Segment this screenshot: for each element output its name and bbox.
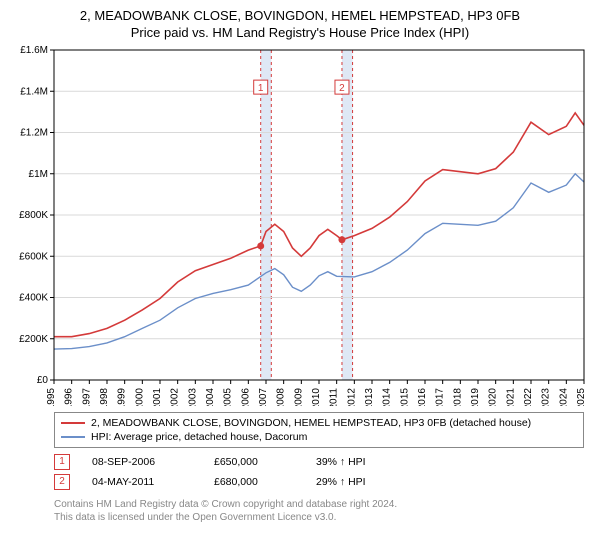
marker-badge-label: 2 (339, 83, 345, 94)
xtick-label: 2004 (205, 387, 216, 405)
legend: 2, MEADOWBANK CLOSE, BOVINGDON, HEMEL HE… (54, 412, 584, 448)
transaction-delta: 29% ↑ HPI (316, 476, 366, 488)
ytick-label: £1.2M (20, 127, 48, 138)
ytick-label: £0 (37, 375, 49, 386)
ytick-label: £400K (19, 292, 48, 303)
xtick-label: 2006 (240, 387, 251, 405)
xtick-label: 2001 (152, 387, 163, 405)
transaction-date: 08-SEP-2006 (92, 456, 192, 468)
xtick-label: 2009 (293, 387, 304, 405)
marker-badge-label: 1 (258, 83, 264, 94)
xtick-label: 2002 (170, 387, 181, 405)
chart-svg: £0 £200K £400K £600K £800K £1M £1.2M £1.4M £1.6M… (10, 46, 590, 406)
transaction-delta: 39% ↑ HPI (316, 456, 366, 468)
transactions-table: 1 08-SEP-2006 £650,000 39% ↑ HPI 2 04-MAY-201… (54, 452, 590, 492)
xtick-label: 2022 (523, 387, 534, 405)
xtick-label: 2018 (452, 387, 463, 405)
xtick-label: 2011 (329, 387, 340, 405)
xtick-label: 2013 (364, 387, 375, 405)
xtick-label: 2000 (134, 387, 145, 405)
xtick-label: 2016 (417, 387, 428, 405)
marker-dot (338, 236, 345, 243)
xtick-label: 2025 (576, 387, 587, 405)
xtick-label: 2020 (488, 387, 499, 405)
legend-swatch (61, 422, 85, 424)
attribution-line-2: This data is licensed under the Open Gov… (54, 511, 590, 524)
xtick-label: 2023 (541, 387, 552, 405)
ytick-label: £600K (19, 251, 48, 262)
xtick-label: 1999 (117, 387, 128, 405)
legend-item: 2, MEADOWBANK CLOSE, BOVINGDON, HEMEL HE… (61, 416, 577, 430)
attribution-line-1: Contains HM Land Registry data © Crown c… (54, 498, 590, 511)
transaction-row: 2 04-MAY-2011 £680,000 29% ↑ HPI (54, 472, 590, 492)
xtick-label: 2019 (470, 387, 481, 405)
xtick-label: 2012 (346, 387, 357, 405)
marker-dot (257, 242, 264, 249)
xtick-label: 2008 (276, 387, 287, 405)
transaction-badge: 1 (54, 454, 70, 470)
ytick-label: £1.4M (20, 86, 48, 97)
xtick-label: 2010 (311, 387, 322, 405)
transaction-row: 1 08-SEP-2006 £650,000 39% ↑ HPI (54, 452, 590, 472)
title-line-2: Price paid vs. HM Land Registry's House … (10, 25, 590, 42)
xtick-label: 2014 (382, 387, 393, 405)
transaction-date: 04-MAY-2011 (92, 476, 192, 488)
transaction-badge: 2 (54, 474, 70, 490)
title-line-1: 2, MEADOWBANK CLOSE, BOVINGDON, HEMEL HE… (10, 8, 590, 25)
ytick-label: £200K (19, 334, 48, 345)
legend-label: HPI: Average price, detached house, Daco… (91, 431, 307, 443)
transaction-price: £650,000 (214, 456, 294, 468)
legend-item: HPI: Average price, detached house, Daco… (61, 430, 577, 444)
xtick-label: 1998 (99, 387, 110, 405)
xtick-label: 2007 (258, 387, 269, 405)
legend-label: 2, MEADOWBANK CLOSE, BOVINGDON, HEMEL HE… (91, 417, 531, 429)
attribution: Contains HM Land Registry data © Crown c… (54, 498, 590, 524)
ytick-label: £1.6M (20, 46, 48, 56)
xtick-label: 1996 (64, 387, 75, 405)
price-chart: £0 £200K £400K £600K £800K £1M £1.2M £1.4M £1.6M… (10, 46, 590, 406)
xtick-label: 1997 (81, 387, 92, 405)
xtick-label: 2015 (399, 387, 410, 405)
xtick-label: 2003 (187, 387, 198, 405)
chart-title: 2, MEADOWBANK CLOSE, BOVINGDON, HEMEL HE… (10, 8, 590, 42)
xtick-label: 2021 (505, 387, 516, 405)
xtick-label: 2024 (558, 387, 569, 405)
xtick-label: 2005 (223, 387, 234, 405)
xtick-label: 2017 (435, 387, 446, 405)
ytick-label: £1M (29, 169, 48, 180)
legend-swatch (61, 436, 85, 438)
xtick-label: 1995 (46, 387, 57, 405)
transaction-price: £680,000 (214, 476, 294, 488)
ytick-label: £800K (19, 210, 48, 221)
